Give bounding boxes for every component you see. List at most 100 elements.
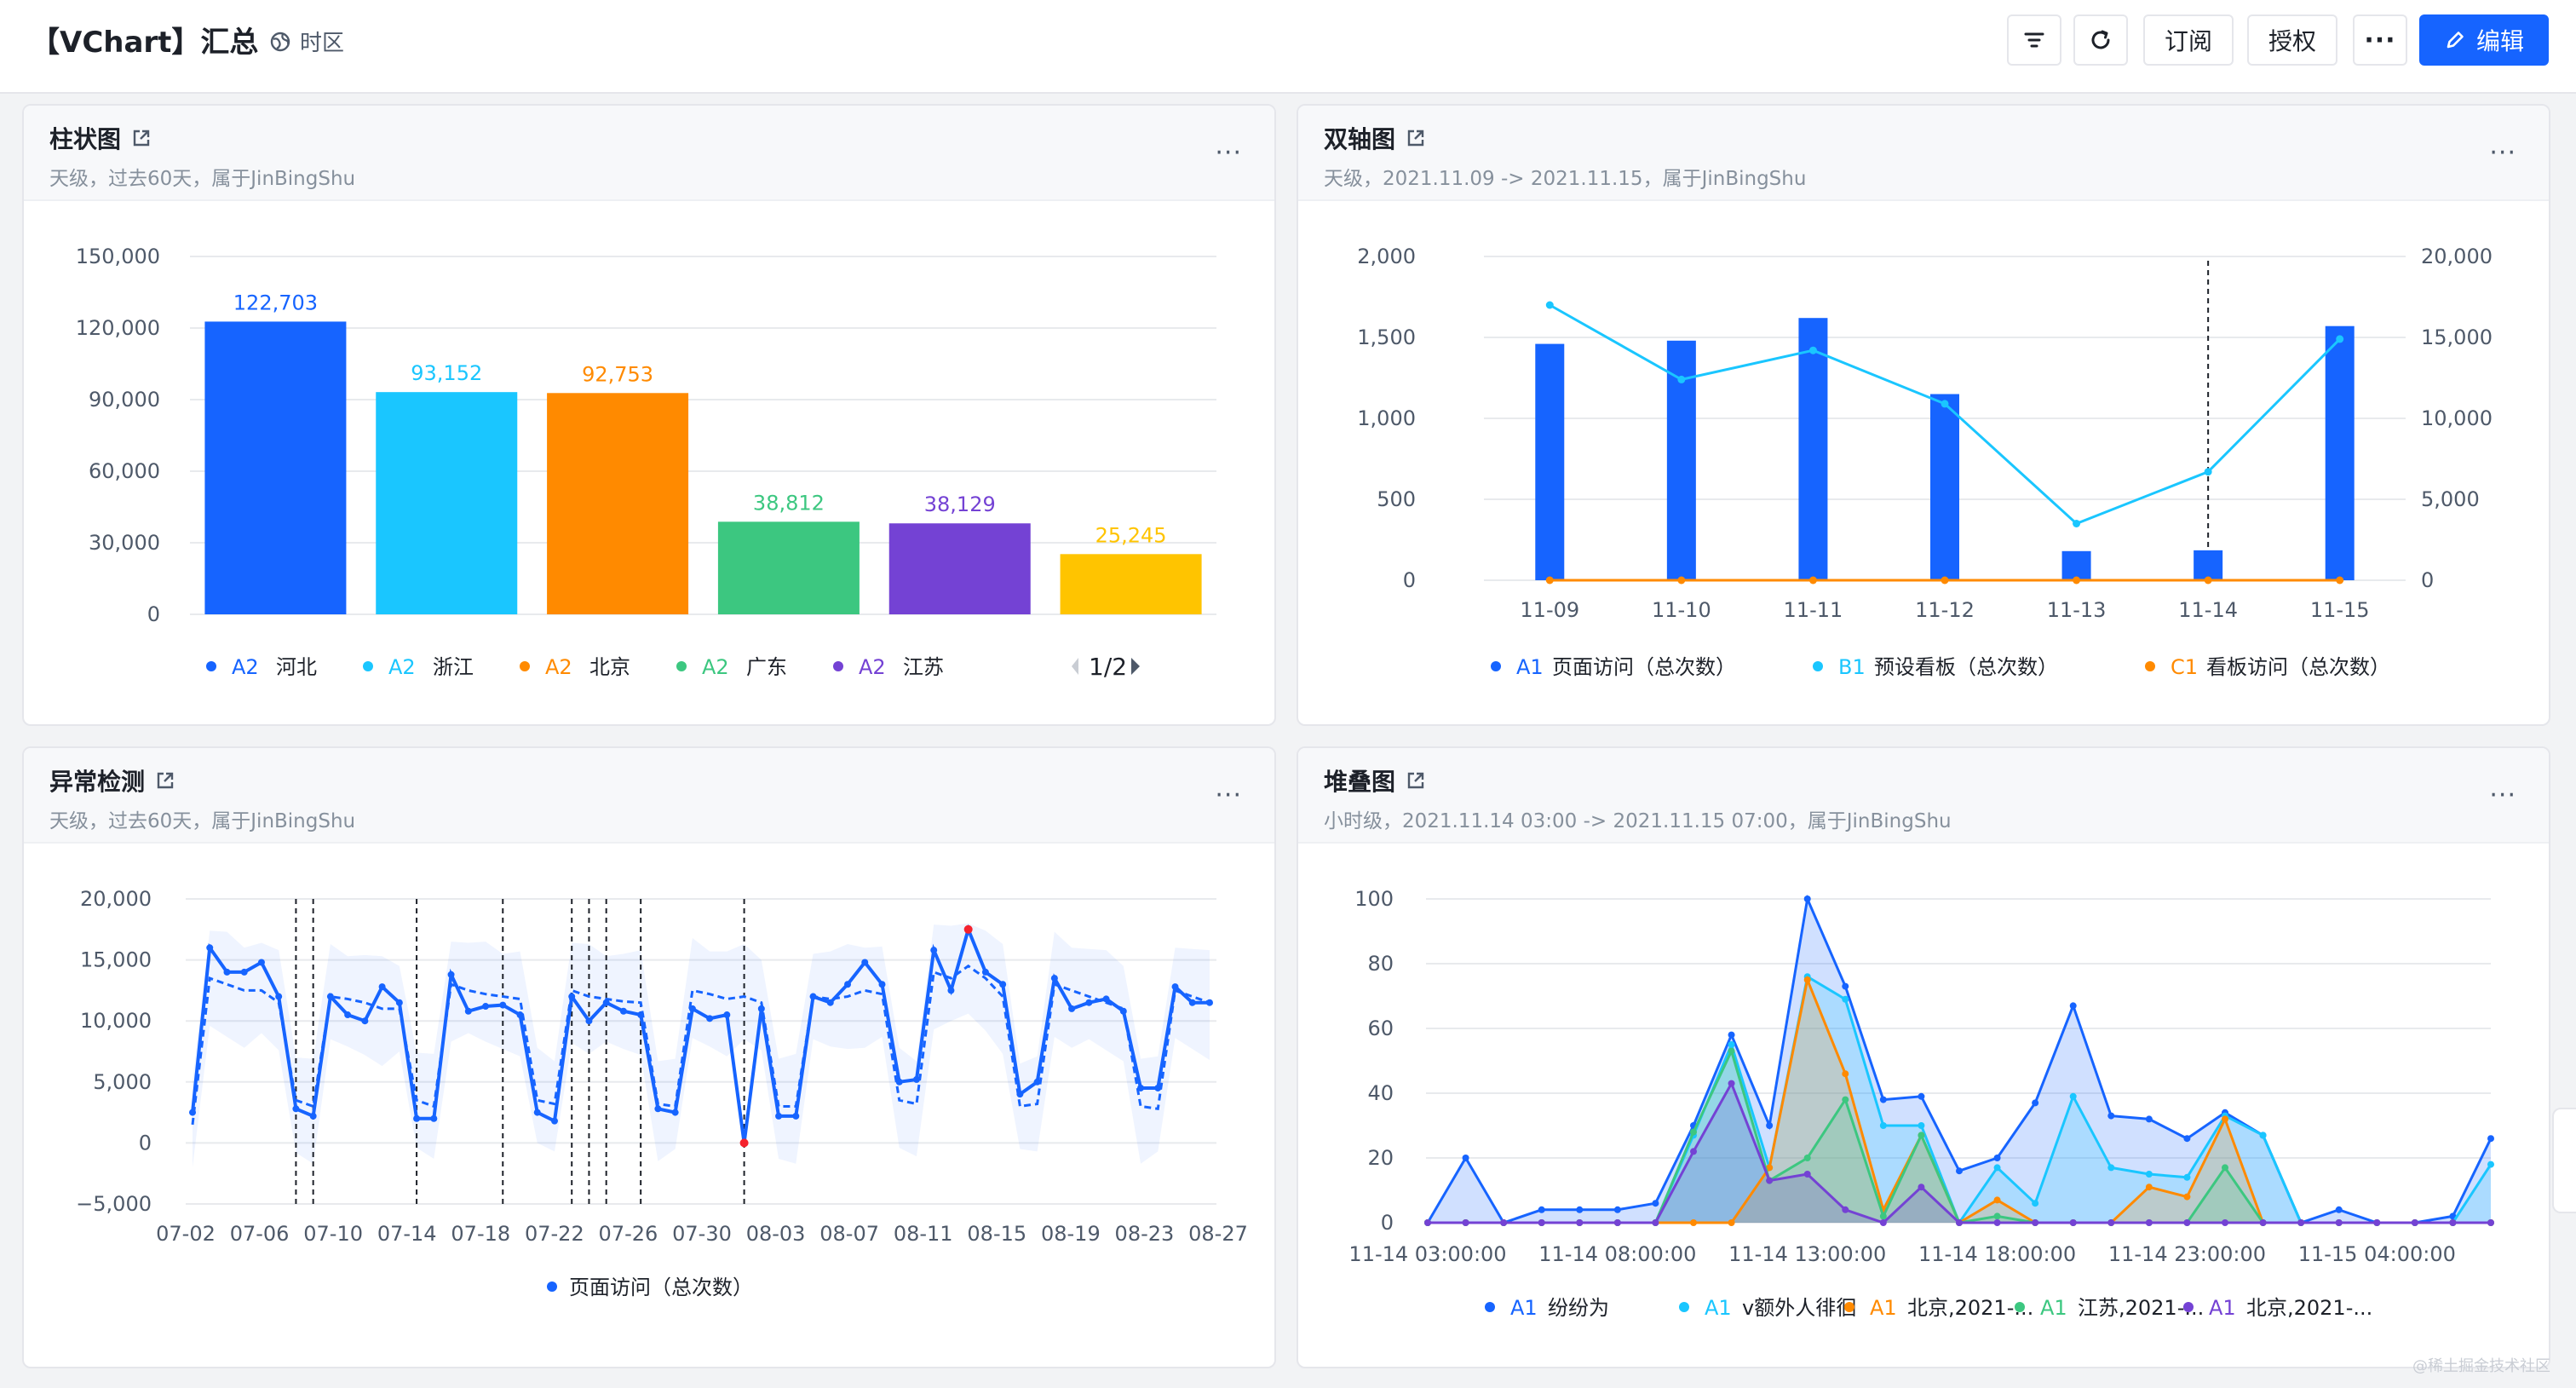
data-point: [1766, 1177, 1774, 1184]
data-point: [1941, 576, 1949, 585]
data-point: [206, 944, 214, 952]
x-tick-label: 07-14: [377, 1222, 437, 1246]
data-point: [1462, 1219, 1469, 1226]
data-point: [1879, 1096, 1887, 1103]
card-more-icon[interactable]: ···: [2489, 780, 2516, 810]
card-more-icon[interactable]: ···: [2489, 138, 2516, 168]
data-point: [999, 981, 1007, 988]
legend-label: 北京: [589, 655, 630, 679]
data-point: [1879, 1122, 1887, 1129]
authorize-button[interactable]: 授权: [2247, 14, 2337, 66]
data-point: [2069, 1092, 2077, 1100]
y-right-tick-label: 5,000: [2421, 487, 2480, 511]
y-tick-label: 60,000: [89, 459, 160, 483]
anomaly-chart-card: 异常检测 天级，过去60天，属于JinBingShu ··· −5,000 0 5,…: [22, 746, 1276, 1368]
x-tick-label: 11-14 03:00:00: [1348, 1242, 1506, 1266]
bar: [2325, 325, 2355, 580]
edit-button[interactable]: 编辑: [2419, 14, 2549, 66]
legend-label: 江苏: [903, 655, 944, 679]
legend-prefix: C1: [2171, 655, 2198, 679]
data-point: [1545, 301, 1554, 309]
external-link-icon[interactable]: [131, 128, 152, 148]
data-point: [2145, 1171, 2153, 1178]
data-point: [619, 1007, 627, 1015]
y-tick-label: 120,000: [76, 316, 160, 340]
data-point: [344, 1011, 352, 1019]
filter-button[interactable]: [2007, 14, 2061, 66]
data-point: [2183, 1219, 2191, 1226]
external-link-icon[interactable]: [1406, 128, 1426, 148]
data-point: [1766, 1164, 1774, 1172]
x-tick-label: 07-22: [525, 1222, 584, 1246]
subscribe-button[interactable]: 订阅: [2143, 14, 2234, 66]
watermark: @稀土掘金技术社区: [2412, 1357, 2550, 1375]
data-point: [792, 1112, 800, 1120]
x-tick-label: 11-14 23:00:00: [2108, 1242, 2266, 1266]
data-point: [1993, 1219, 2001, 1226]
card-more-icon[interactable]: ···: [1215, 138, 1242, 168]
legend-marker: [2145, 661, 2155, 671]
x-tick-label: 11-14 18:00:00: [1918, 1242, 2076, 1266]
data-point: [654, 1105, 662, 1113]
card-header: 双轴图 天级，2021.11.09 -> 2021.11.15，属于JinBin…: [1298, 106, 2549, 201]
data-point: [844, 981, 852, 988]
bar: [547, 393, 689, 614]
data-point: [2222, 1164, 2228, 1172]
y-right-tick-label: 0: [2421, 568, 2434, 592]
data-point: [1652, 1200, 1659, 1207]
more-button[interactable]: ···: [2353, 14, 2407, 66]
y-right-tick-label: 15,000: [2421, 325, 2493, 349]
y-tick-label: 0: [147, 602, 160, 626]
data-point: [706, 1015, 714, 1022]
data-point: [1728, 1219, 1735, 1226]
side-panel-handle[interactable]: [2552, 1108, 2576, 1213]
card-title: 堆叠图: [1324, 763, 1426, 798]
bar-value-label: 38,129: [924, 492, 996, 516]
data-point: [1154, 1084, 1162, 1091]
y-left-tick-label: 2,000: [1357, 245, 1416, 268]
data-point: [1171, 983, 1179, 991]
x-tick-label: 08-07: [819, 1222, 879, 1246]
refresh-button[interactable]: [2073, 14, 2128, 66]
data-point: [2204, 468, 2212, 476]
data-point: [2032, 1219, 2039, 1226]
card-more-icon[interactable]: ···: [1215, 780, 1242, 810]
data-point: [688, 1005, 696, 1012]
data-point: [1842, 995, 1849, 1003]
legend-label: 浙江: [433, 655, 474, 679]
edit-button-label: 编辑: [2475, 27, 2524, 55]
data-point: [2073, 576, 2081, 585]
data-point: [257, 959, 265, 966]
bar-chart: 0 30,000 60,000 90,000 120,000 150,000 122,703…: [76, 245, 1216, 681]
card-title: 异常检测: [49, 763, 175, 798]
legend-marker: [676, 661, 687, 671]
data-point: [637, 1011, 645, 1019]
data-point: [2487, 1135, 2494, 1143]
external-link-icon[interactable]: [155, 770, 175, 791]
y-tick-label: −5,000: [76, 1192, 152, 1216]
card-header: 堆叠图 小时级，2021.11.14 03:00 -> 2021.11.15 0…: [1298, 748, 2549, 844]
data-point: [1842, 1096, 1849, 1103]
data-point: [2107, 1164, 2115, 1172]
x-tick-label: 08-03: [746, 1222, 806, 1246]
data-point: [930, 947, 938, 954]
x-tick-label: 11-10: [1652, 598, 1711, 622]
bar-value-label: 92,753: [582, 362, 653, 386]
data-point: [912, 1075, 920, 1083]
data-point: [1956, 1219, 1963, 1226]
data-point: [1050, 975, 1058, 982]
data-point: [275, 993, 283, 1000]
legend-prefix: A2: [232, 655, 259, 679]
x-tick-label: 07-10: [303, 1222, 363, 1246]
card-title: 双轴图: [1324, 121, 1426, 155]
y-left-tick-label: 0: [1403, 568, 1416, 592]
data-point: [1462, 1155, 1469, 1161]
external-link-icon[interactable]: [1406, 770, 1426, 791]
data-point: [2145, 1115, 2153, 1123]
data-point: [1016, 1091, 1024, 1098]
data-point: [1728, 1047, 1735, 1055]
data-point: [1677, 375, 1686, 383]
timezone-selector[interactable]: 时区: [269, 26, 344, 57]
card-subtitle: 天级，过去60天，属于JinBingShu: [49, 168, 356, 190]
y-tick-label: 20,000: [80, 887, 152, 911]
